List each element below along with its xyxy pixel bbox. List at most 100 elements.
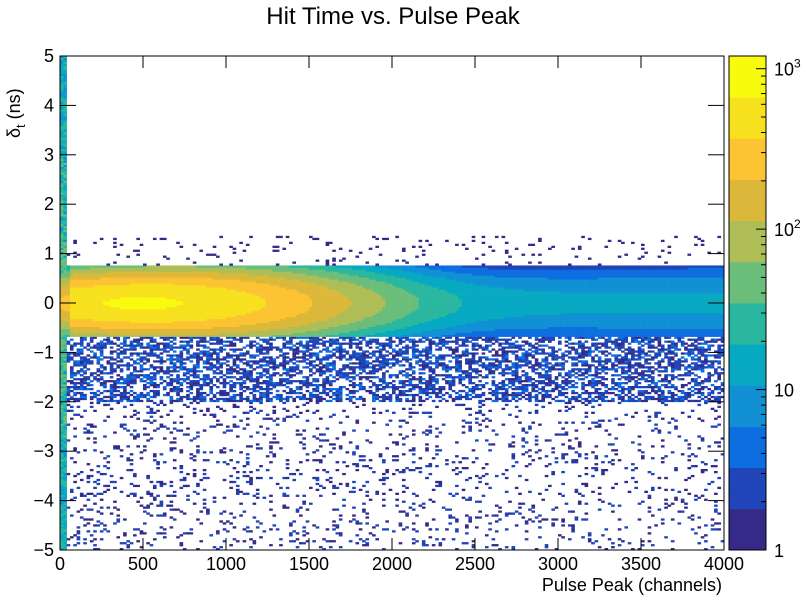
heatmap-cell [186,304,190,308]
heatmap-cell [255,291,260,294]
heatmap-cell [73,385,77,389]
heatmap-cell [279,279,283,282]
heatmap-cell [212,415,217,418]
heatmap-cell [259,293,263,296]
heatmap-cell [252,332,257,335]
heatmap-cell [232,370,237,373]
heatmap-cell [66,287,71,290]
heatmap-cell [216,306,220,310]
heatmap-cell [123,265,127,268]
heatmap-cell [129,287,134,290]
heatmap-cell [186,370,190,373]
heatmap-cell [216,385,220,389]
heatmap-cell [133,330,137,333]
heatmap-cell [60,415,64,418]
heatmap-cell [222,340,227,343]
heatmap-cell [89,326,94,329]
heatmap-cell [182,304,187,308]
heatmap-cell [146,332,150,335]
heatmap-cell [245,291,250,294]
heatmap-cell [295,510,300,513]
heatmap-cell [63,336,67,339]
heatmap-cell [222,291,227,294]
heatmap-cell [116,366,121,369]
heatmap-cell [149,502,154,505]
heatmap-cell [252,384,257,387]
heatmap-cell [245,463,250,466]
heatmap-cell [235,265,240,268]
heatmap-cell [222,267,227,270]
heatmap-cell [63,176,67,179]
heatmap-cell [60,127,64,130]
heatmap-cell [63,322,67,326]
heatmap-cell [186,397,190,401]
heatmap-cell [76,378,81,381]
heatmap-cell [206,277,210,280]
heatmap-cell [86,530,91,533]
heatmap-cell [262,271,267,274]
heatmap-cell [106,308,111,312]
heatmap-cell [292,275,297,278]
heatmap-cell [159,336,164,339]
heatmap-cell [63,263,67,266]
heatmap-cell [295,350,300,353]
heatmap-cell [63,56,67,59]
heatmap-cell [119,393,124,397]
heatmap-cell [79,330,84,333]
heatmap-cell [182,271,187,274]
heatmap-cell [63,257,67,260]
heatmap-cell [265,287,270,290]
heatmap-cell [192,364,197,367]
heatmap-cell [299,382,303,385]
heatmap-cell [285,332,290,335]
heatmap-cell [152,453,157,456]
heatmap-cell [226,283,230,286]
heatmap-cell [196,297,200,300]
heatmap-cell [63,504,67,507]
heatmap-cell [126,285,131,288]
heatmap-cell [216,532,220,535]
heatmap-cell [299,356,303,359]
heatmap-cell [152,303,157,306]
heatmap-cell [206,312,210,316]
heatmap-cell [292,316,297,320]
heatmap-cell [60,239,64,243]
heatmap-cell [229,299,233,302]
heatmap-cell [89,425,94,428]
heatmap-cell [265,271,270,274]
heatmap-cell [216,308,220,312]
heatmap-cell [93,314,97,318]
heatmap-cell [103,344,107,347]
heatmap-cell [109,389,114,393]
heatmap-cell [63,332,67,335]
heatmap-cell [116,322,121,326]
heatmap-cell [189,287,194,290]
heatmap-cell [252,289,257,292]
heatmap-cell [99,492,104,495]
heatmap-cell [229,273,233,276]
heatmap-cell [116,310,121,314]
heatmap-cell [86,297,91,300]
heatmap-cell [103,372,107,375]
heatmap-cell [262,433,267,436]
heatmap-cell [93,287,97,290]
heatmap-cell [272,316,277,320]
heatmap-cell [69,409,74,412]
heatmap-cell [63,71,67,75]
heatmap-cell [76,283,81,286]
heatmap-cell [179,451,184,454]
heatmap-cell [116,306,121,310]
heatmap-cell [76,314,81,318]
heatmap-cell [282,330,287,333]
heatmap-cell [149,378,154,381]
heatmap-cell [116,356,121,359]
heatmap-cell [66,283,71,286]
heatmap-cell [186,289,190,292]
heatmap-cell [245,474,250,478]
heatmap-cell [139,306,144,310]
heatmap-cell [196,380,200,383]
heatmap-cell [152,295,157,298]
heatmap-cell [259,372,263,375]
heatmap-cell [63,95,67,98]
heatmap-cell [66,285,71,288]
